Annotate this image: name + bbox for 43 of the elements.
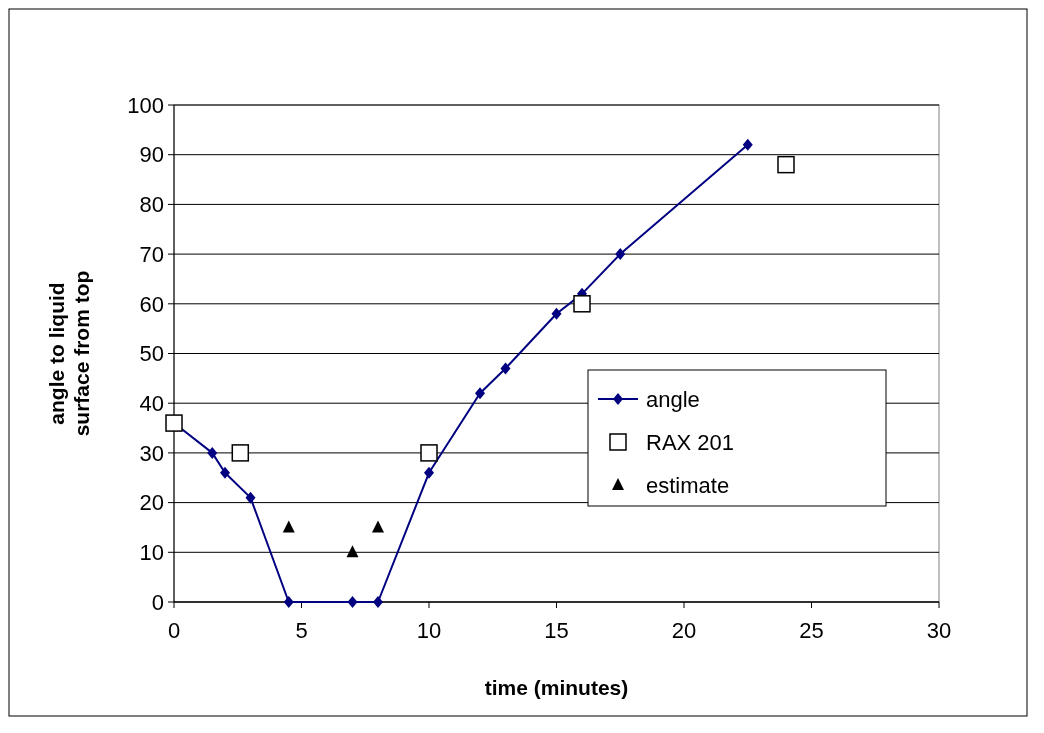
point [420,444,438,462]
point [372,520,384,533]
y-tick-label: 100 [127,92,164,118]
point [220,466,230,479]
point [245,491,256,504]
point [231,444,250,462]
y-tick-label: 60 [139,291,164,317]
legend-label: angle [646,386,700,412]
point [346,545,359,558]
point [347,596,358,608]
x-tick-label: 10 [416,618,442,643]
x-tick-label: 5 [295,618,308,643]
x-tick-label: 15 [544,618,569,643]
y-tick-label: 80 [139,192,164,218]
x-axis-title: time (minutes) [484,676,629,699]
y-tick-label: 10 [139,540,164,565]
point [283,596,294,608]
legend-label: RAX 201 [646,429,735,455]
point [282,520,295,533]
point [165,414,183,432]
x-tick-label: 25 [799,618,824,643]
x-tick-label: 20 [671,618,697,643]
y-tick-label: 40 [139,390,164,416]
point [573,295,591,313]
x-tick-label: 0 [167,618,181,643]
y-tick-label: 50 [139,341,164,367]
y-axis-title: angle to liquid surface from top [44,270,93,437]
point [551,307,562,320]
point [207,446,218,459]
point [373,596,383,608]
y-tick-label: 70 [139,241,164,267]
y-tick-label: 30 [139,440,164,466]
point [777,155,795,174]
point [615,248,626,261]
legend-label: estimate [646,472,730,498]
y-tick-label: 20 [139,490,164,516]
point [500,362,511,375]
point [424,466,434,479]
point [742,138,753,151]
x-tick-label: 30 [926,618,952,643]
y-tick-label: 0 [151,589,164,615]
point [475,387,485,400]
y-tick-label: 90 [139,142,164,168]
